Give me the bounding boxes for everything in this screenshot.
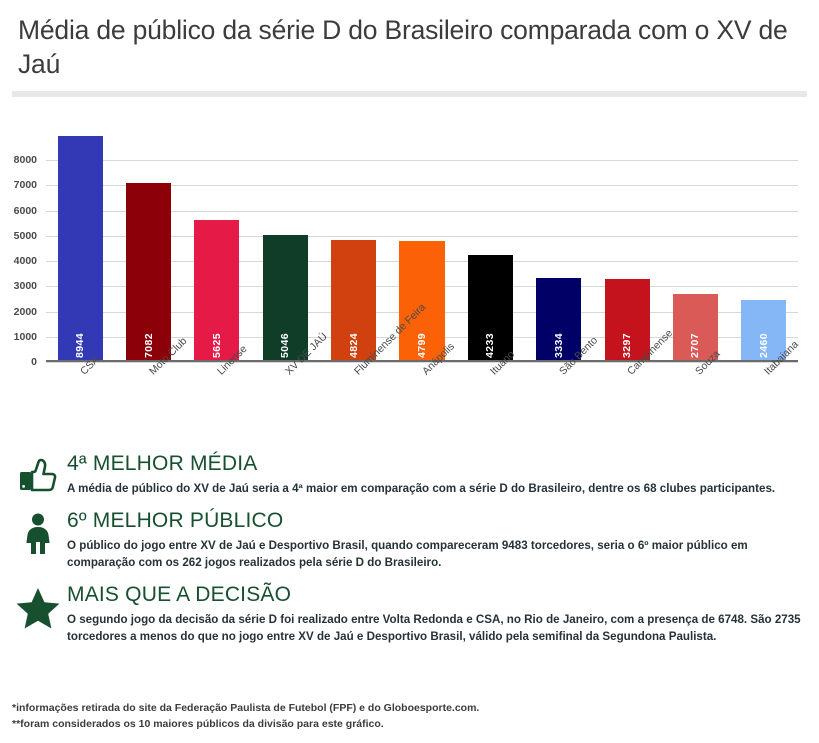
y-axis-tick-label: 6000 <box>13 204 37 217</box>
stat-description: A média de público do XV de Jaú seria a … <box>67 482 776 496</box>
gridline <box>46 160 798 162</box>
bar-slot: 4233 <box>456 122 524 363</box>
chart-bar[interactable]: 5046 <box>262 234 308 363</box>
y-axis-labels: 0 1000 2000 3000 4000 5000 6000 7000 8000 <box>0 122 42 368</box>
footnotes: *informações retirada do site da Federaç… <box>12 700 479 733</box>
x-label-slot: XV DE JAÚ <box>251 331 330 413</box>
bar-slot: 7082 <box>114 122 182 363</box>
gridline <box>46 235 798 237</box>
title-divider <box>12 91 807 98</box>
chart-bar[interactable]: 2460 <box>741 300 787 363</box>
gridline <box>46 362 798 364</box>
bar-slot: 2460 <box>730 122 798 363</box>
bar-value-label: 5046 <box>279 333 292 359</box>
x-label-slot: São Bento <box>525 335 600 413</box>
y-axis-tick-label: 4000 <box>13 255 37 268</box>
stat-body: 6º MELHOR PÚBLICO O público do jogo entre… <box>64 509 801 572</box>
bar-value-label: 2707 <box>689 333 702 359</box>
stat-block: 4ª MELHOR MÉDIA A média de público do XV … <box>0 452 819 498</box>
bar-value-label: 3297 <box>621 333 634 359</box>
y-axis-tick-label: 5000 <box>13 229 37 242</box>
chart-bar[interactable]: 3297 <box>604 279 650 363</box>
stat-description: O segundo jogo da decisão da série D foi… <box>67 612 801 643</box>
chart-bar[interactable]: 5625 <box>194 220 240 363</box>
chart-bar[interactable]: 4799 <box>399 241 445 363</box>
stat-description: O público do jogo entre XV de Jaú e Desp… <box>67 539 748 569</box>
y-axis-tick-label: 2000 <box>13 305 37 318</box>
x-axis-line <box>46 360 798 363</box>
y-axis-tick-label: 7000 <box>13 179 37 192</box>
chart-bar[interactable]: 7082 <box>125 183 172 363</box>
x-label-slot: Campinense <box>593 328 675 413</box>
thumbs-up-icon <box>12 452 64 494</box>
star-icon <box>12 583 64 629</box>
x-label-slot: Anápolis <box>388 341 457 413</box>
y-axis-tick-label: 8000 <box>13 154 37 167</box>
x-label-slot: Itabaiana <box>730 339 801 413</box>
bar-slot: 8944 <box>46 122 114 363</box>
bar-slot: 3334 <box>525 122 593 363</box>
x-axis-labels: CSA Moto Club Linense XV DE JAÚ Fluminense d… <box>46 302 801 413</box>
stat-heading: 4ª MELHOR MÉDIA <box>67 452 258 475</box>
stat-block: 6º MELHOR PÚBLICO O público do jogo entre… <box>0 509 819 572</box>
x-label-slot: Souza <box>661 348 729 413</box>
bar-slot: 5046 <box>251 122 319 363</box>
bar-slot: 4799 <box>388 122 456 363</box>
stat-block: MAIS QUE A DECISÃO O segundo jogo da deci… <box>0 583 819 646</box>
bar-slot: 3297 <box>593 122 661 363</box>
plot-area: 8944 7082 5625 5046 4824 4799 4233 3334 3297 2707… <box>46 122 798 364</box>
gridline <box>46 210 798 212</box>
y-axis-tick-label: 0 <box>31 356 37 369</box>
bar-slot: 5625 <box>183 122 251 363</box>
bar-value-label: 2460 <box>757 333 770 359</box>
chart-bar[interactable]: 8944 <box>57 136 103 363</box>
person-icon <box>12 509 64 555</box>
header: Média de público da série D do Brasileir… <box>0 0 819 81</box>
bar-chart: 0 1000 2000 3000 4000 5000 6000 7000 8000 8944 70… <box>0 108 819 413</box>
bar-value-label: 4799 <box>415 333 428 359</box>
gridline <box>46 185 798 187</box>
bar-value-label: 4824 <box>347 333 360 359</box>
footnote-line: *informações retirada do site da Federaç… <box>12 702 480 714</box>
bars-container: 8944 7082 5625 5046 4824 4799 4233 3334 3297 2707… <box>46 122 798 363</box>
bar-slot: 4824 <box>319 122 387 363</box>
stat-body: MAIS QUE A DECISÃO O segundo jogo da deci… <box>64 583 801 646</box>
y-axis-tick-label: 3000 <box>13 280 37 293</box>
stats-section: 4ª MELHOR MÉDIA A média de público do XV … <box>0 452 819 656</box>
x-label-slot: Ituano <box>456 349 524 413</box>
stat-body: 4ª MELHOR MÉDIA A média de público do XV … <box>64 452 801 498</box>
bar-value-label: 3334 <box>552 333 565 359</box>
bar-value-label: 7082 <box>142 333 155 359</box>
chart-bar[interactable]: 4233 <box>467 255 513 363</box>
bar-value-label: 4233 <box>484 333 497 359</box>
stat-heading: MAIS QUE A DECISÃO <box>67 582 292 606</box>
bar-value-label: 5625 <box>210 333 223 359</box>
bar-slot: 2707 <box>661 122 729 363</box>
chart-bar[interactable]: 3334 <box>536 278 582 363</box>
footnote-line: **foram considerados os 10 maiores públi… <box>12 718 384 731</box>
x-label-slot: CSA <box>46 354 114 413</box>
chart-bar[interactable]: 4824 <box>331 240 377 363</box>
x-label-slot: Moto Club <box>114 335 189 413</box>
bar-value-label: 8944 <box>74 333 87 359</box>
x-label-slot: Linense <box>183 343 251 413</box>
chart-bar[interactable]: 2707 <box>672 293 718 363</box>
x-label-slot: Fluminense de Feira <box>319 302 428 413</box>
y-axis-tick-label: 1000 <box>13 331 37 344</box>
stat-heading: 6º MELHOR PÚBLICO <box>67 508 284 532</box>
page-title: Média de público da série D do Brasileir… <box>18 15 788 79</box>
